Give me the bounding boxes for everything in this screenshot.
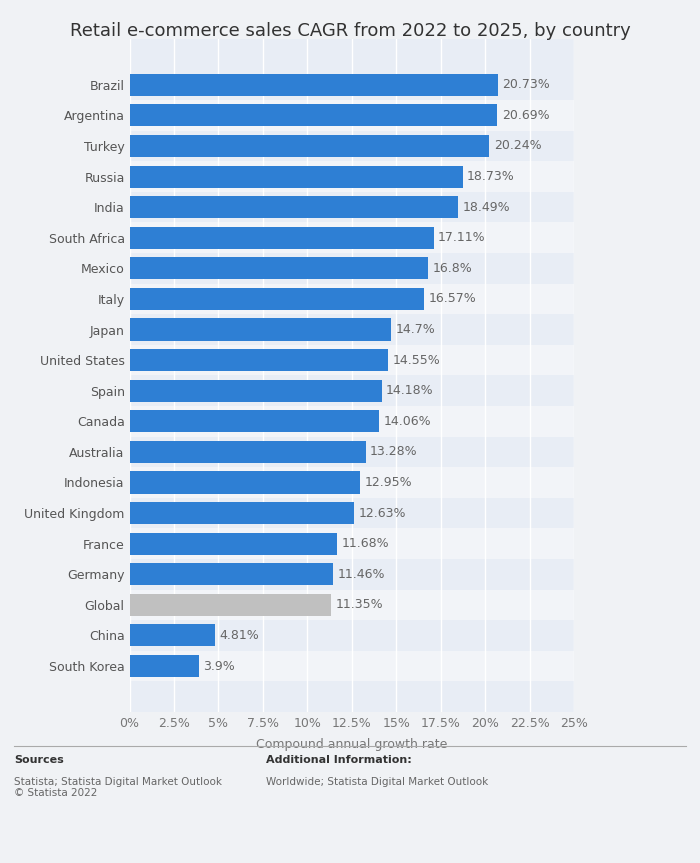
Bar <box>130 73 498 96</box>
Bar <box>130 318 391 341</box>
Bar <box>130 192 574 223</box>
Bar <box>130 528 574 559</box>
Text: 14.06%: 14.06% <box>384 415 432 428</box>
Bar <box>130 410 379 432</box>
Bar <box>130 625 215 646</box>
Bar <box>130 471 360 494</box>
Bar <box>130 441 365 463</box>
Text: 16.57%: 16.57% <box>428 293 476 306</box>
Bar <box>130 227 434 249</box>
Text: 18.73%: 18.73% <box>467 170 514 183</box>
Bar <box>130 166 463 187</box>
Bar <box>130 345 574 375</box>
Bar <box>130 104 498 126</box>
Bar <box>130 437 574 467</box>
Bar <box>130 655 199 677</box>
Bar <box>130 288 424 310</box>
Bar <box>130 69 574 100</box>
Text: 13.28%: 13.28% <box>370 445 418 458</box>
Text: 20.69%: 20.69% <box>502 109 550 122</box>
Text: Retail e-commerce sales CAGR from 2022 to 2025, by country: Retail e-commerce sales CAGR from 2022 t… <box>69 22 631 40</box>
Text: Statista; Statista Digital Market Outlook
© Statista 2022: Statista; Statista Digital Market Outloo… <box>14 777 222 798</box>
Text: 11.46%: 11.46% <box>337 568 385 581</box>
Bar <box>130 375 574 406</box>
Text: 4.81%: 4.81% <box>220 629 259 642</box>
Bar <box>130 100 574 130</box>
Bar <box>130 498 574 528</box>
Bar <box>130 502 354 524</box>
Bar <box>130 135 489 157</box>
Bar <box>130 380 382 401</box>
Bar <box>130 284 574 314</box>
Text: 11.68%: 11.68% <box>342 537 389 551</box>
Bar <box>130 130 574 161</box>
Text: 14.7%: 14.7% <box>395 323 435 336</box>
Bar <box>130 223 574 253</box>
Bar <box>130 532 337 555</box>
Bar <box>130 559 574 589</box>
Bar <box>130 196 458 218</box>
Bar <box>130 314 574 345</box>
Text: 11.35%: 11.35% <box>336 598 384 611</box>
Text: Additional Information:: Additional Information: <box>266 755 412 765</box>
Text: 20.73%: 20.73% <box>503 79 550 91</box>
Bar <box>130 467 574 498</box>
Bar <box>130 161 574 192</box>
Bar <box>130 594 331 616</box>
Text: 12.95%: 12.95% <box>364 476 412 489</box>
Bar <box>130 589 574 620</box>
Text: Worldwide; Statista Digital Market Outlook: Worldwide; Statista Digital Market Outlo… <box>266 777 489 787</box>
Text: 16.8%: 16.8% <box>433 261 473 274</box>
Bar <box>130 406 574 437</box>
Bar <box>130 651 574 682</box>
Bar <box>130 620 574 651</box>
Bar <box>130 564 333 585</box>
Bar <box>130 350 389 371</box>
Text: 18.49%: 18.49% <box>463 200 510 214</box>
X-axis label: Compound annual growth rate: Compound annual growth rate <box>256 738 447 751</box>
Bar <box>130 253 574 284</box>
Text: 17.11%: 17.11% <box>438 231 486 244</box>
Text: 12.63%: 12.63% <box>358 507 406 520</box>
Text: 3.9%: 3.9% <box>203 659 235 672</box>
Text: 20.24%: 20.24% <box>494 140 541 153</box>
Text: Sources: Sources <box>14 755 64 765</box>
Bar <box>130 257 428 280</box>
Text: 14.18%: 14.18% <box>386 384 434 397</box>
Text: 14.55%: 14.55% <box>393 354 440 367</box>
